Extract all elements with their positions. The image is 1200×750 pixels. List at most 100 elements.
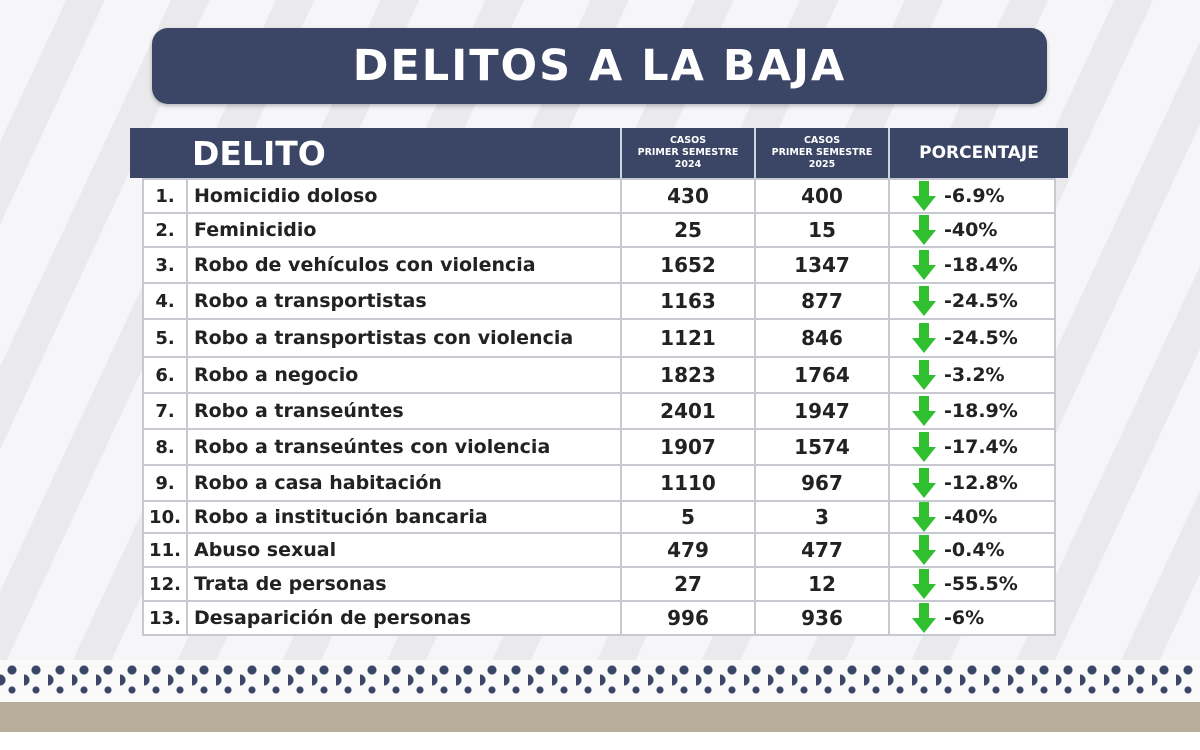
row-percentage-value: -18.4% — [944, 254, 1018, 276]
header-2025-line2: PRIMER SEMESTRE — [771, 147, 873, 158]
row-2024: 2401 — [622, 394, 756, 428]
row-2025: 967 — [756, 466, 890, 500]
row-percentage-value: -18.9% — [944, 400, 1018, 422]
row-percentage: -18.4% — [890, 248, 1054, 282]
header-2024: CASOS PRIMER SEMESTRE 2024 — [620, 128, 754, 178]
row-number: 5. — [144, 320, 188, 356]
row-delito: Robo a transportistas — [188, 284, 622, 318]
down-arrow-icon — [912, 468, 936, 498]
header-2025-line1: CASOS — [803, 135, 841, 146]
header-delito: DELITO — [192, 133, 326, 173]
down-arrow-icon — [912, 603, 936, 633]
down-arrow-icon — [912, 396, 936, 426]
row-number: 10. — [144, 502, 188, 532]
header-num-cell — [130, 128, 186, 178]
row-percentage: -24.5% — [890, 284, 1054, 318]
row-number: 12. — [144, 568, 188, 600]
down-arrow-icon — [912, 502, 936, 532]
row-2025: 846 — [756, 320, 890, 356]
row-percentage: -55.5% — [890, 568, 1054, 600]
row-number: 8. — [144, 430, 188, 464]
row-percentage: -3.2% — [890, 358, 1054, 392]
row-percentage-value: -6% — [944, 607, 985, 629]
row-delito: Robo a transportistas con violencia — [188, 320, 622, 356]
row-delito: Desaparición de personas — [188, 602, 622, 634]
row-number: 1. — [144, 180, 188, 212]
row-percentage: -18.9% — [890, 394, 1054, 428]
table-row: 13. Desaparición de personas 996 936 -6% — [144, 600, 1054, 634]
row-number: 7. — [144, 394, 188, 428]
down-arrow-icon — [912, 286, 936, 316]
table-row: 1. Homicidio doloso 430 400 -6.9% — [144, 178, 1054, 212]
row-2024: 1907 — [622, 430, 756, 464]
footer-bar — [0, 702, 1200, 732]
row-2024: 1163 — [622, 284, 756, 318]
row-2024: 1110 — [622, 466, 756, 500]
row-percentage-value: -40% — [944, 506, 998, 528]
table-header: DELITO CASOS PRIMER SEMESTRE 2024 CASOS … — [130, 128, 1068, 178]
row-percentage-value: -6.9% — [944, 185, 1005, 207]
row-percentage-value: -3.2% — [944, 364, 1005, 386]
header-porcentaje: PORCENTAJE — [888, 128, 1068, 178]
row-2025: 400 — [756, 180, 890, 212]
row-delito: Robo a casa habitación — [188, 466, 622, 500]
title-banner: DELITOS A LA BAJA — [152, 28, 1047, 104]
header-2024-line3: 2024 — [674, 159, 702, 170]
row-2024: 1121 — [622, 320, 756, 356]
row-2024: 996 — [622, 602, 756, 634]
row-percentage: -24.5% — [890, 320, 1054, 356]
row-percentage-value: -24.5% — [944, 290, 1018, 312]
table-row: 9. Robo a casa habitación 1110 967 -12.8% — [144, 464, 1054, 500]
row-delito: Homicidio doloso — [188, 180, 622, 212]
row-percentage: -6% — [890, 602, 1054, 634]
row-2024: 430 — [622, 180, 756, 212]
footer-bottom — [0, 732, 1200, 750]
table-row: 2. Feminicidio 25 15 -40% — [144, 212, 1054, 246]
table-row: 7. Robo a transeúntes 2401 1947 -18.9% — [144, 392, 1054, 428]
row-delito: Robo a transeúntes con violencia — [188, 430, 622, 464]
row-2025: 15 — [756, 214, 890, 246]
table-row: 6. Robo a negocio 1823 1764 -3.2% — [144, 356, 1054, 392]
down-arrow-icon — [912, 360, 936, 390]
row-2025: 1347 — [756, 248, 890, 282]
row-percentage-value: -0.4% — [944, 539, 1005, 561]
row-2024: 1823 — [622, 358, 756, 392]
row-percentage: -6.9% — [890, 180, 1054, 212]
down-arrow-icon — [912, 215, 936, 245]
table-row: 12. Trata de personas 27 12 -55.5% — [144, 566, 1054, 600]
row-2025: 1764 — [756, 358, 890, 392]
table-row: 8. Robo a transeúntes con violencia 1907 15… — [144, 428, 1054, 464]
down-arrow-icon — [912, 323, 936, 353]
row-2025: 936 — [756, 602, 890, 634]
decorative-pattern — [0, 660, 1200, 702]
row-number: 11. — [144, 534, 188, 566]
table-row: 5. Robo a transportistas con violencia 112… — [144, 318, 1054, 356]
row-percentage: -17.4% — [890, 430, 1054, 464]
row-delito: Robo a negocio — [188, 358, 622, 392]
row-percentage-value: -17.4% — [944, 436, 1018, 458]
down-arrow-icon — [912, 432, 936, 462]
row-2025: 877 — [756, 284, 890, 318]
down-arrow-icon — [912, 569, 936, 599]
row-percentage-value: -40% — [944, 219, 998, 241]
row-percentage: -40% — [890, 502, 1054, 532]
row-percentage: -0.4% — [890, 534, 1054, 566]
row-percentage-value: -55.5% — [944, 573, 1018, 595]
row-delito: Feminicidio — [188, 214, 622, 246]
header-2025: CASOS PRIMER SEMESTRE 2025 — [754, 128, 888, 178]
row-percentage: -40% — [890, 214, 1054, 246]
row-2024: 25 — [622, 214, 756, 246]
row-number: 3. — [144, 248, 188, 282]
down-arrow-icon — [912, 250, 936, 280]
row-2024: 1652 — [622, 248, 756, 282]
row-2025: 1574 — [756, 430, 890, 464]
down-arrow-icon — [912, 181, 936, 211]
table-row: 11. Abuso sexual 479 477 -0.4% — [144, 532, 1054, 566]
row-delito: Robo a institución bancaria — [188, 502, 622, 532]
page-title: DELITOS A LA BAJA — [352, 41, 847, 91]
row-2025: 477 — [756, 534, 890, 566]
header-2024-line1: CASOS — [669, 135, 707, 146]
row-percentage-value: -24.5% — [944, 327, 1018, 349]
row-percentage: -12.8% — [890, 466, 1054, 500]
row-number: 13. — [144, 602, 188, 634]
